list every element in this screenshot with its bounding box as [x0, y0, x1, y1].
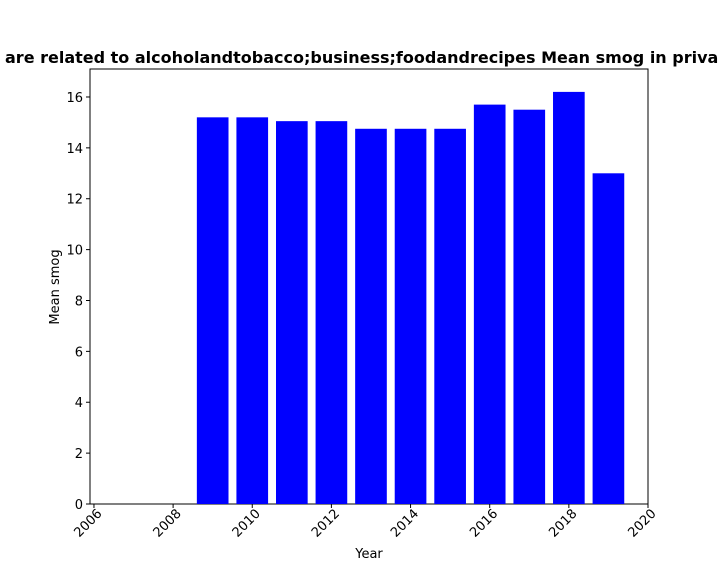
x-tick-label: 2010 [230, 507, 264, 541]
y-tick-label: 16 [66, 91, 83, 106]
x-tick-label: 2014 [388, 507, 422, 541]
bar-2013 [355, 128, 387, 504]
bar-2015 [434, 128, 466, 504]
x-axis-label: Year [354, 547, 383, 562]
x-tick-label: 2018 [546, 507, 580, 541]
chart-title: are related to alcoholandtobacco;busines… [5, 48, 718, 67]
y-tick-label: 6 [75, 345, 83, 360]
x-tick-label: 2016 [467, 507, 501, 541]
bar-2016 [473, 104, 506, 504]
y-tick-label: 8 [75, 294, 83, 309]
y-tick-label: 10 [66, 244, 83, 259]
x-tick-label: 2020 [626, 507, 660, 541]
bar-2019 [592, 173, 625, 504]
bars-group [196, 91, 625, 505]
y-tick-label: 14 [66, 142, 83, 157]
x-axis: 2006 2008 2010 2012 2014 2016 2018 2020 [71, 504, 660, 541]
y-axis: 0 2 4 6 8 10 12 14 16 [66, 91, 90, 513]
y-tick-label: 2 [75, 447, 83, 462]
bar-2018 [553, 91, 585, 504]
y-tick-label: 0 [75, 498, 83, 513]
y-axis-label: Mean smog [48, 249, 63, 324]
bar-2009 [196, 117, 229, 504]
y-tick-label: 4 [75, 396, 83, 411]
x-tick-label: 2012 [309, 507, 343, 541]
bar-2014 [394, 128, 427, 504]
y-tick-label: 12 [66, 193, 83, 208]
bar-2010 [236, 117, 269, 504]
bar-2017 [513, 109, 546, 504]
x-tick-label: 2008 [151, 507, 185, 541]
bar-2011 [276, 121, 308, 505]
bar-2012 [315, 121, 348, 505]
